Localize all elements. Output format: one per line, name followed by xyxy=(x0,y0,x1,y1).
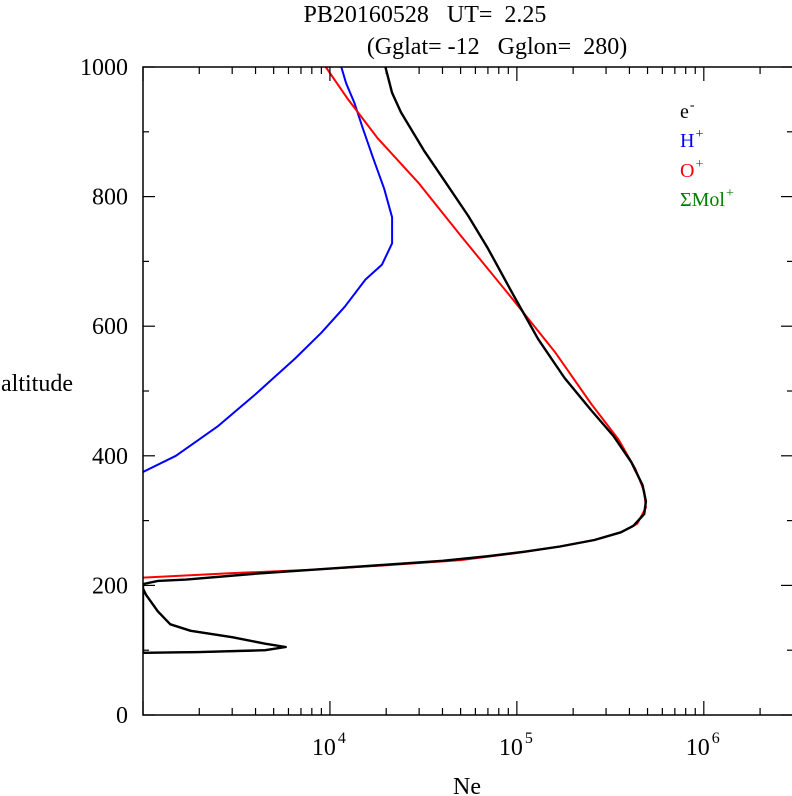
legend-entry-superscript: - xyxy=(690,98,695,113)
series-line-electron xyxy=(143,67,648,654)
y-tick-label: 600 xyxy=(92,314,128,340)
y-axis-label: altitude xyxy=(1,371,73,397)
legend-entry: O xyxy=(680,160,694,182)
legend: e -H +O +ΣMol + xyxy=(680,98,734,211)
y-tick-label: 0 xyxy=(116,703,128,729)
series-layer xyxy=(143,67,648,654)
x-tick-label-exponent: 6 xyxy=(712,730,720,747)
legend-entry-superscript: + xyxy=(695,127,703,142)
legend-entry-superscript: + xyxy=(695,157,703,172)
x-tick-label: 10 xyxy=(499,735,523,761)
chart-title-line-1: PB20160528 UT= 2.25 xyxy=(304,2,547,28)
y-tick-label: 400 xyxy=(92,444,128,470)
legend-entry: ΣMol xyxy=(680,189,725,211)
x-tick-label: 10 xyxy=(312,735,336,761)
series-line-hydrogen-ion xyxy=(143,67,394,473)
y-tick-label: 200 xyxy=(92,573,128,599)
x-tick-label: 10 xyxy=(686,735,710,761)
chart-title-line-2: (Gglat= -12 Gglon= 280) xyxy=(367,34,627,60)
x-tick-label-exponent: 4 xyxy=(338,730,346,747)
y-tick-label: 1000 xyxy=(80,55,128,81)
legend-entry: e xyxy=(680,101,689,123)
legend-entry: H xyxy=(680,130,694,152)
x-axis-label: Ne xyxy=(453,774,481,796)
series-line-oxygen-ion xyxy=(143,67,647,579)
x-tick-label-exponent: 5 xyxy=(525,730,533,747)
legend-entry-superscript: + xyxy=(726,186,734,201)
y-tick-label: 800 xyxy=(92,185,128,211)
